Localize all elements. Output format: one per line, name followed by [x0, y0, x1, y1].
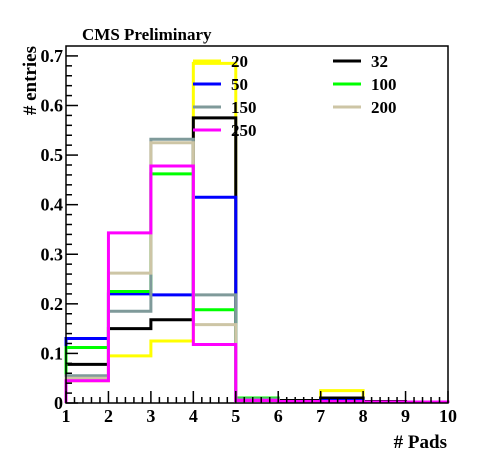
legend-entry-200: 200 [333, 98, 397, 117]
series-200-line [64, 141, 450, 404]
legend-entry-32: 32 [333, 52, 388, 71]
x-tick-label: 4 [189, 406, 198, 426]
legend-label: 200 [371, 98, 397, 117]
legend-label: 50 [231, 75, 248, 94]
series-32-line [64, 116, 450, 404]
y-axis-label: # entries [20, 46, 41, 115]
legend-label: 250 [231, 121, 257, 140]
series-50-line [64, 195, 450, 404]
y-tick-label: 0.3 [41, 244, 64, 264]
legend-entry-50: 50 [193, 75, 248, 94]
y-tick-label: 0.7 [41, 46, 64, 66]
y-tick-label: 0.5 [41, 145, 64, 165]
legend-entry-100: 100 [333, 75, 397, 94]
legend: 20 32 50 100 150 200 250 [193, 52, 397, 140]
y-tick-label: 0.2 [41, 294, 64, 314]
legend-label: 20 [231, 52, 248, 71]
y-tick-label: 0.1 [41, 343, 64, 363]
legend-entry-250: 250 [193, 121, 257, 140]
legend-entry-20: 20 [193, 52, 248, 71]
x-tick-label: 3 [146, 406, 155, 426]
series-250-line [64, 164, 450, 404]
legend-label: 100 [371, 75, 397, 94]
legend-label: 150 [231, 98, 257, 117]
chart-title: CMS Preliminary [82, 25, 212, 44]
x-tick-label: 2 [104, 406, 113, 426]
y-tick-label: 0.6 [41, 96, 64, 116]
y-tick-label: 0.4 [41, 195, 64, 215]
series-150-line [64, 137, 450, 404]
x-tick-label: 1 [62, 406, 71, 426]
legend-entry-150: 150 [193, 98, 257, 117]
series-layer [64, 61, 450, 404]
x-tick-label: 7 [316, 406, 325, 426]
series-100-line [64, 172, 450, 404]
x-tick-label: 6 [274, 406, 283, 426]
x-tick-label: 10 [439, 406, 457, 426]
x-tick-label: 5 [231, 406, 240, 426]
x-tick-label: 8 [359, 406, 368, 426]
x-tick-label: 9 [401, 406, 410, 426]
y-tick-label: 0 [54, 393, 63, 413]
x-axis-label: # Pads [394, 432, 447, 453]
legend-label: 32 [371, 52, 388, 71]
